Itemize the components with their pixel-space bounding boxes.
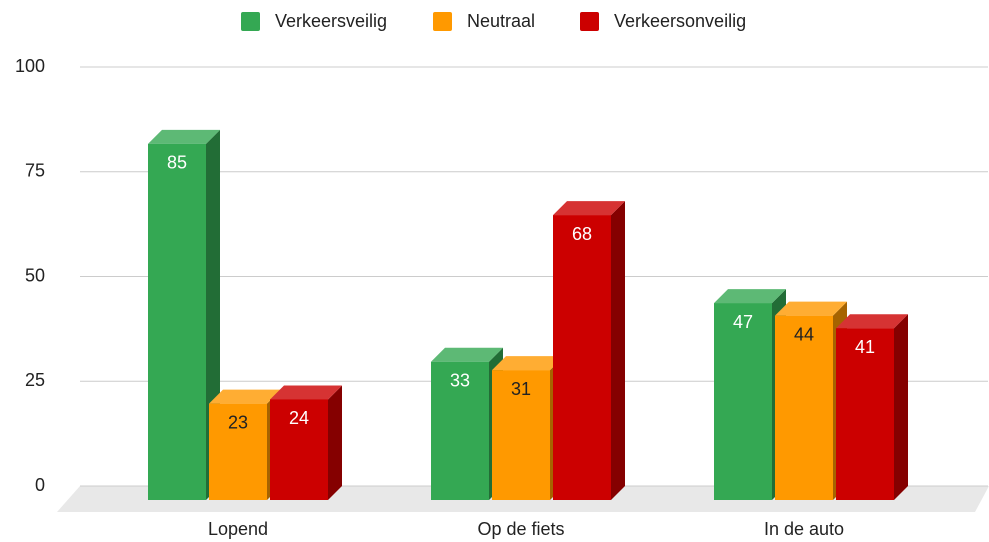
legend-label: Neutraal [467,11,535,31]
bar-front [714,303,772,500]
value-label: 33 [450,370,470,390]
bar-top [270,385,342,400]
bar [148,129,220,500]
bar [836,314,908,500]
bar-front [775,315,833,500]
bar-front [492,370,550,500]
legend-swatch [580,12,599,31]
bar [553,201,625,500]
bar-top [209,389,281,404]
bar-top [148,129,220,144]
y-tick-label: 0 [35,475,45,495]
value-label: 44 [794,324,814,344]
bar-top [836,314,908,329]
bar-front [270,399,328,500]
bar-front [836,328,894,500]
bar-front [431,361,489,500]
value-label: 47 [733,312,753,332]
bar-side [894,314,908,500]
value-label: 41 [855,337,875,357]
bar-top [775,301,847,316]
value-label: 24 [289,408,309,428]
bar-front [553,215,611,500]
value-label: 85 [167,153,187,173]
bar-top [714,289,786,304]
bar-top [492,356,564,371]
bar-top [431,347,503,362]
y-tick-label: 75 [25,161,45,181]
bar-side [611,201,625,500]
bar-top [553,201,625,216]
value-label: 31 [511,379,531,399]
legend-swatch [241,12,260,31]
legend-label: Verkeersonveilig [614,11,746,31]
x-tick-label: In de auto [764,519,844,539]
value-label: 68 [572,224,592,244]
bar-side [328,385,342,500]
bar-front [148,143,206,500]
x-tick-label: Op de fiets [477,519,564,539]
y-tick-label: 25 [25,370,45,390]
bar-front [209,403,267,500]
legend-swatch [433,12,452,31]
bar [270,385,342,500]
y-tick-label: 50 [25,265,45,285]
value-label: 23 [228,412,248,432]
y-tick-label: 100 [15,56,45,76]
x-tick-label: Lopend [208,519,268,539]
legend-label: Verkeersveilig [275,11,387,31]
